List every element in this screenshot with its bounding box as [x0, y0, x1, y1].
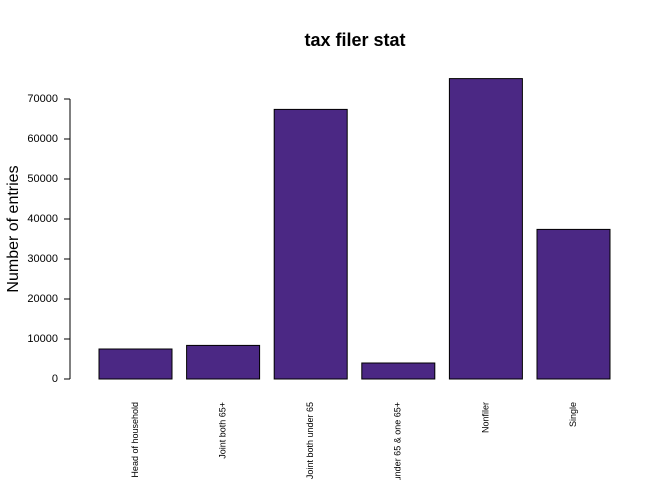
bar	[98, 348, 173, 380]
bar	[273, 108, 348, 380]
y-tick-label: 60000	[27, 133, 58, 145]
x-tick-label: Single	[568, 402, 578, 427]
y-tick-label: 30000	[27, 253, 58, 265]
y-tick-label: 70000	[27, 93, 58, 105]
y-tick-label: 10000	[27, 333, 58, 345]
bar	[361, 362, 436, 380]
y-tick-label: 40000	[27, 213, 58, 225]
y-tick-label: 20000	[27, 293, 58, 305]
x-tick-label: Joint both under 65	[305, 402, 315, 479]
y-tick-label: 50000	[27, 173, 58, 185]
chart-title: tax filer stat	[304, 30, 405, 50]
bar	[536, 228, 611, 380]
y-tick-label: 0	[52, 373, 58, 385]
x-tick-label: Head of household	[130, 402, 140, 478]
y-axis-label: Number of entries	[5, 165, 22, 292]
bar	[448, 78, 523, 380]
bar	[186, 344, 261, 380]
x-tick-label: Nonfiler	[480, 402, 490, 433]
x-tick-label: Joint both 65+	[217, 402, 227, 459]
x-tick-label: Joint one under 65 & one 65+	[393, 402, 403, 480]
